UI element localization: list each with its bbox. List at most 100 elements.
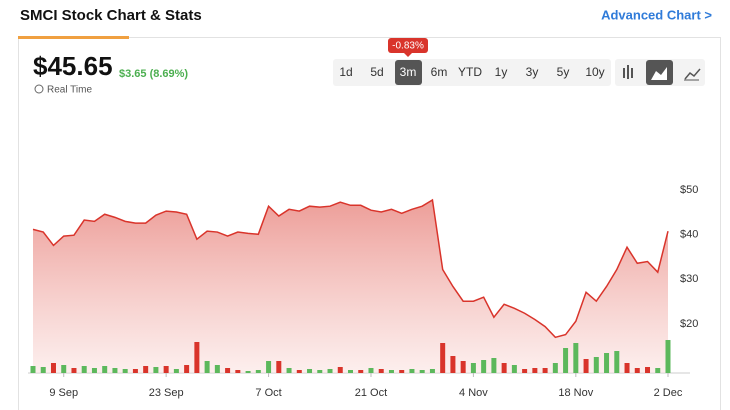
price-line: [32, 198, 669, 339]
y-tick-label: $40: [680, 229, 698, 241]
volume-bar: [429, 369, 435, 373]
volume-bar: [71, 368, 77, 373]
volume-bar: [173, 369, 179, 373]
range-button[interactable]: 3m: [400, 65, 417, 79]
price-area: [33, 199, 668, 373]
volume-bar: [511, 365, 517, 373]
range-button[interactable]: YTD: [458, 65, 482, 79]
volume-bar: [245, 371, 251, 373]
volume-bar: [153, 367, 159, 373]
volume-bar: [532, 368, 538, 373]
volume-bar: [481, 360, 487, 373]
volume-bar: [132, 369, 138, 373]
y-tick-label: $50: [680, 184, 698, 196]
volume-bar: [204, 361, 210, 373]
x-tick-label: 2 Dec: [654, 387, 683, 399]
volume-bar: [235, 370, 241, 373]
volume-bar: [255, 370, 261, 373]
volume-bar: [102, 366, 108, 373]
volume-bar: [501, 363, 507, 373]
volume-bar: [573, 343, 579, 373]
candle-glyph: [623, 65, 633, 79]
volume-bar: [624, 363, 630, 373]
volume-bar: [645, 367, 651, 373]
volume-bar: [50, 363, 56, 373]
x-tick-label: 18 Nov: [558, 387, 593, 399]
x-tick-label: 9 Sep: [49, 387, 78, 399]
volume-bar: [143, 366, 149, 373]
clock-icon: [34, 84, 44, 94]
volume-bar: [307, 369, 313, 373]
price-change: $3.65 (8.69%): [119, 68, 188, 80]
volume-bar: [40, 367, 46, 373]
volume-bar: [30, 366, 36, 373]
volume-bar: [665, 340, 671, 373]
volume-bar: [184, 365, 190, 373]
volume-bar: [593, 357, 599, 373]
x-tick-label: 23 Sep: [149, 387, 184, 399]
range-tooltip-bg: [388, 38, 428, 53]
volume-bar: [614, 351, 620, 373]
volume-bar: [409, 369, 415, 373]
volume-bar: [276, 361, 282, 373]
volume-bar: [655, 368, 661, 373]
range-tooltip-pointer: [404, 53, 412, 57]
volume-bar: [491, 358, 497, 373]
area-icon-selected[interactable]: [646, 60, 673, 85]
volume-bar: [194, 342, 200, 373]
volume-bar: [214, 365, 220, 373]
volume-bar: [583, 359, 589, 373]
range-button[interactable]: 10y: [585, 65, 604, 79]
volume-bar: [378, 369, 384, 373]
card-border: [18, 37, 721, 410]
y-tick-label: $20: [680, 318, 698, 330]
volume-bar: [317, 370, 323, 373]
volume-bar: [122, 369, 128, 373]
volume-bar: [634, 368, 640, 373]
volume-bar: [552, 363, 558, 373]
volume-bar: [388, 370, 394, 373]
volume-bar: [61, 365, 67, 373]
range-button[interactable]: 1y: [495, 65, 508, 79]
price: $45.65: [33, 51, 113, 81]
volume-bar: [542, 368, 548, 373]
volume-bar: [296, 370, 302, 373]
volume-bar: [419, 370, 425, 373]
volume-bar: [225, 368, 231, 373]
volume-bar: [604, 353, 610, 373]
volume-bar: [522, 369, 528, 373]
volume-bar: [266, 361, 272, 373]
x-tick-label: 4 Nov: [459, 387, 488, 399]
line-glyph[interactable]: [684, 68, 701, 80]
volume-bar: [358, 370, 364, 373]
candle-icon[interactable]: [623, 65, 633, 79]
range-button[interactable]: 5y: [557, 65, 570, 79]
volume-bar: [450, 356, 456, 373]
range-button-selected[interactable]: [395, 60, 422, 85]
range-button[interactable]: 1d: [339, 65, 352, 79]
area-glyph: [651, 67, 667, 80]
volume-bar: [368, 368, 374, 373]
x-tick-label: 21 Oct: [355, 387, 387, 399]
volume-bar: [286, 368, 292, 373]
range-button[interactable]: 5d: [370, 65, 383, 79]
range-tooltip: -0.83%: [392, 41, 424, 52]
range-button[interactable]: 3y: [526, 65, 539, 79]
range-button[interactable]: 6m: [431, 65, 448, 79]
volume-bar: [399, 370, 405, 373]
volume-bar: [440, 343, 446, 373]
volume-bar: [470, 363, 476, 373]
volume-bar: [81, 366, 87, 373]
y-tick-label: $30: [680, 273, 698, 285]
volume-bar: [91, 368, 97, 373]
volume-bar: [337, 367, 343, 373]
widget-title: SMCI Stock Chart & Stats: [20, 7, 202, 24]
advanced-chart-link[interactable]: Advanced Chart >: [601, 7, 712, 22]
x-tick-label: 7 Oct: [255, 387, 281, 399]
volume-bar: [112, 368, 118, 373]
volume-bar: [163, 366, 169, 373]
volume-bar: [348, 370, 353, 373]
volume-bar: [563, 348, 569, 373]
volume-bar: [460, 361, 466, 373]
